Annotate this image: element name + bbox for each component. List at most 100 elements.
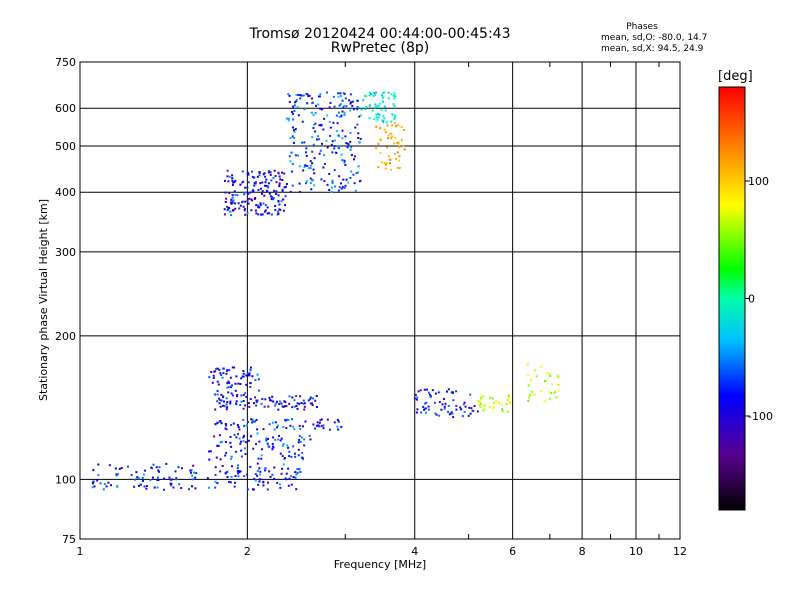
data-point [269,399,271,402]
data-point [288,477,291,480]
data-point [440,408,443,411]
data-point [141,477,144,479]
data-point [260,213,263,216]
data-point [228,369,231,372]
data-point [259,473,262,476]
data-point [391,124,393,127]
data-point [384,131,387,134]
data-point [402,129,405,132]
plot-frame [79,61,681,540]
data-point [230,445,233,448]
data-point [287,484,290,487]
data-point [258,467,261,470]
data-point [231,366,234,369]
data-point [120,467,123,469]
data-point [291,396,294,399]
data-point [243,424,246,427]
data-point [102,488,105,491]
data-point [373,92,376,94]
data-point [491,397,494,400]
data-point [208,450,211,453]
data-point [226,406,229,409]
data-point [272,176,275,179]
data-point [333,421,336,424]
data-point [230,458,233,460]
data-point [258,480,261,483]
data-point [212,377,215,379]
data-point [370,93,373,95]
data-point [326,114,329,117]
data-point [231,177,234,180]
data-point [259,187,262,190]
data-point [415,411,418,414]
data-point [382,100,384,103]
data-point [382,121,385,124]
data-point [331,151,334,154]
data-point [257,189,260,191]
data-point [468,406,471,409]
data-point [344,184,347,187]
data-point [264,175,267,178]
data-point [375,91,378,94]
data-point [231,394,234,397]
data-point [395,157,397,160]
data-point [246,199,249,202]
data-point [240,449,243,452]
data-point [357,171,360,174]
data-point [235,450,238,453]
data-point [253,198,256,200]
data-point [290,475,292,478]
data-point [313,123,316,126]
data-point [340,182,342,185]
data-point [267,438,269,440]
data-point [448,413,451,416]
data-point [244,392,247,394]
data-point [232,199,235,202]
data-point [479,401,482,404]
data-point [234,481,236,484]
data-point [291,418,294,421]
data-point [319,92,322,95]
data-point [273,169,276,172]
data-point [508,402,511,405]
data-point [379,152,382,154]
x-tick-label: 6 [509,545,516,558]
data-point [527,399,530,402]
data-point [152,463,155,466]
data-point [431,389,434,392]
data-point [230,214,233,217]
data-point [274,402,277,405]
data-point [507,399,509,401]
data-point [220,399,223,402]
data-point [246,372,249,375]
data-point [489,405,491,408]
data-point [252,189,255,192]
data-point [236,394,239,396]
data-point [256,428,259,431]
data-point [312,178,314,181]
y-tick-label: 300 [55,246,76,259]
data-point [181,467,183,470]
data-point [283,458,286,461]
data-point [338,186,341,189]
data-points [91,91,560,491]
data-point [170,484,172,487]
data-point [250,418,253,421]
data-point [330,143,333,146]
data-point [301,120,304,123]
data-point [336,418,339,421]
grid-lines [80,62,680,539]
data-point [242,370,245,372]
data-point [208,486,210,489]
y-tick-label: 200 [55,330,76,343]
data-point [319,419,322,422]
data-point [258,440,261,443]
data-point [235,375,238,378]
data-point [233,181,236,183]
data-point [292,425,295,428]
data-point [214,473,217,476]
data-point [303,408,306,411]
data-point [373,118,376,121]
data-point [155,466,158,469]
data-point [529,379,532,382]
